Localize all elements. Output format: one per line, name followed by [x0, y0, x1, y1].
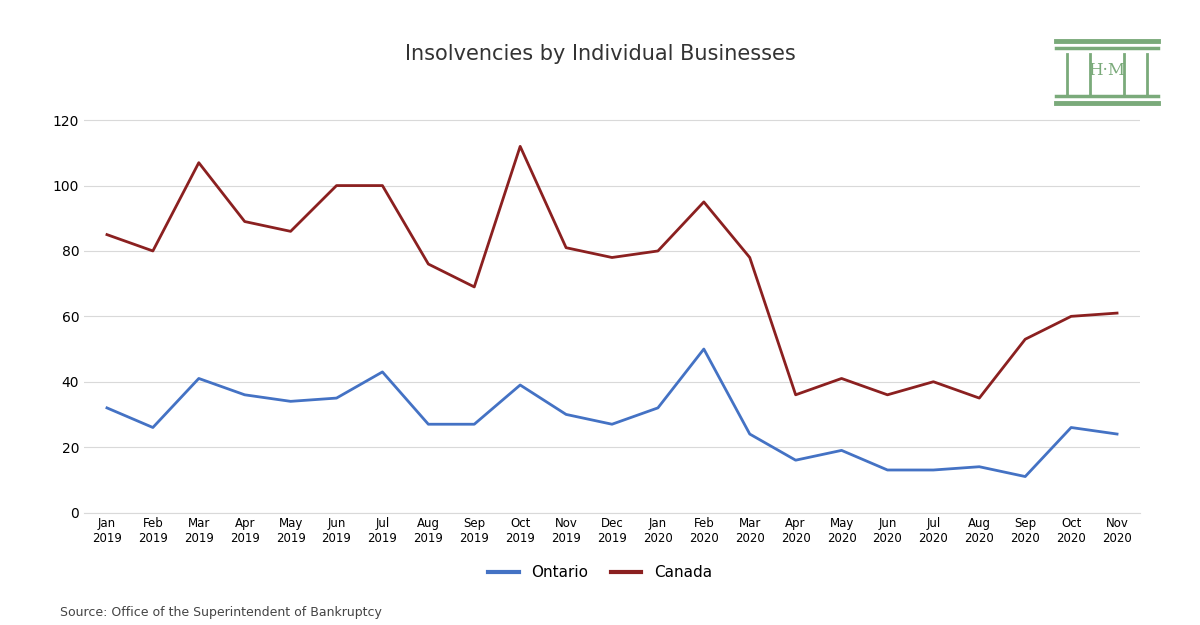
Ontario	[1064, 424, 1079, 431]
Ontario	[788, 456, 803, 464]
Ontario	[145, 424, 160, 431]
Ontario	[467, 421, 481, 428]
Canada	[100, 231, 114, 238]
Ontario	[697, 345, 712, 352]
Canada	[421, 260, 436, 268]
Canada	[697, 198, 712, 206]
Ontario	[972, 463, 986, 471]
Ontario	[238, 391, 252, 399]
Ontario	[512, 381, 527, 389]
Line: Ontario: Ontario	[107, 349, 1117, 476]
Ontario	[376, 368, 390, 376]
Ontario	[421, 421, 436, 428]
Text: Insolvencies by Individual Businesses: Insolvencies by Individual Businesses	[404, 44, 796, 64]
Canada	[788, 391, 803, 399]
Ontario	[834, 447, 848, 454]
Ontario	[881, 466, 895, 474]
Canada	[467, 283, 481, 291]
Canada	[834, 375, 848, 382]
Canada	[743, 254, 757, 261]
Canada	[1110, 309, 1124, 317]
Ontario	[650, 404, 665, 412]
Canada	[238, 217, 252, 225]
Legend: Ontario, Canada: Ontario, Canada	[482, 559, 718, 586]
Canada	[605, 254, 619, 261]
Canada	[192, 159, 206, 166]
Canada	[559, 244, 574, 251]
Ontario	[283, 398, 298, 405]
Ontario	[559, 411, 574, 418]
Ontario	[192, 375, 206, 382]
Canada	[512, 142, 527, 150]
Ontario	[605, 421, 619, 428]
Ontario	[100, 404, 114, 412]
Canada	[926, 378, 941, 386]
Canada	[1064, 312, 1079, 320]
Ontario	[743, 430, 757, 437]
Line: Canada: Canada	[107, 146, 1117, 398]
Canada	[650, 248, 665, 255]
Ontario	[1110, 430, 1124, 437]
Text: H·M: H·M	[1088, 62, 1126, 79]
Ontario	[329, 394, 343, 402]
Text: Source: Office of the Superintendent of Bankruptcy: Source: Office of the Superintendent of …	[60, 606, 382, 619]
Canada	[145, 248, 160, 255]
Canada	[1018, 336, 1032, 343]
Canada	[972, 394, 986, 402]
Canada	[881, 391, 895, 399]
Canada	[329, 182, 343, 189]
Ontario	[926, 466, 941, 474]
Canada	[283, 228, 298, 235]
Canada	[376, 182, 390, 189]
Ontario	[1018, 472, 1032, 480]
